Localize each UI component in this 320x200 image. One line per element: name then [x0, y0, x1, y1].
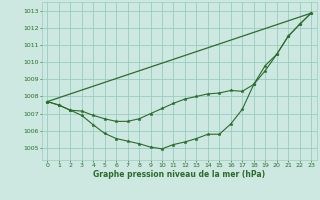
X-axis label: Graphe pression niveau de la mer (hPa): Graphe pression niveau de la mer (hPa): [93, 170, 265, 179]
